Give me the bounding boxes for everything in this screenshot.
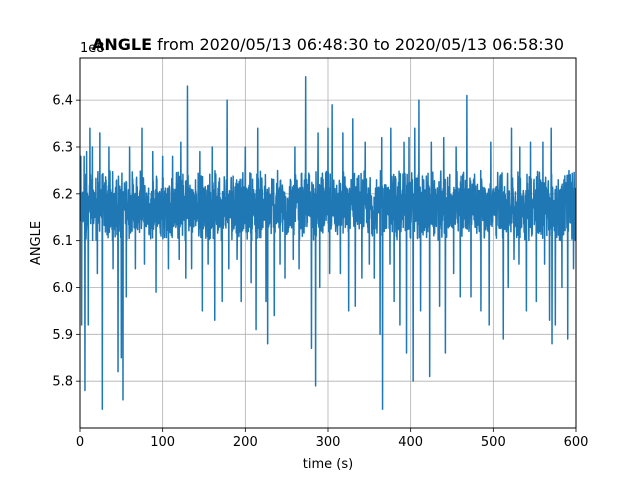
x-tick-label: 200 (233, 435, 258, 450)
y-tick-label: 6.0 (52, 281, 73, 296)
x-tick-label: 100 (150, 435, 175, 450)
y-tick-label: 6.1 (52, 234, 73, 249)
y-offset-label: 1e8 (80, 41, 105, 56)
angle-series-line (80, 75, 576, 411)
x-tick-label: 600 (564, 435, 589, 450)
grid-lines (79, 58, 577, 428)
x-axis-label: time (s) (303, 457, 353, 472)
x-tick-label: 0 (76, 435, 84, 450)
series-group (80, 75, 576, 411)
y-tick-label: 6.2 (52, 187, 73, 202)
y-tick-label: 6.3 (52, 140, 73, 155)
y-axis-label: ANGLE (29, 221, 44, 265)
chart-title: ANGLE from 2020/05/13 06:48:30 to 2020/0… (92, 35, 564, 54)
y-axis-ticks: 5.8 5.9 6.0 6.1 6.2 6.3 6.4 (52, 94, 80, 390)
x-tick-label: 400 (398, 435, 423, 450)
chart-title-rest: from 2020/05/13 06:48:30 to 2020/05/13 0… (152, 35, 564, 54)
x-tick-label: 300 (316, 435, 341, 450)
chart-title-bold: ANGLE (92, 35, 152, 54)
y-tick-label: 5.9 (52, 328, 73, 343)
y-tick-label: 6.4 (52, 94, 73, 109)
x-axis-ticks: 0 100 200 300 400 500 600 (76, 428, 589, 450)
x-tick-label: 500 (481, 435, 506, 450)
y-tick-label: 5.8 (52, 375, 73, 390)
